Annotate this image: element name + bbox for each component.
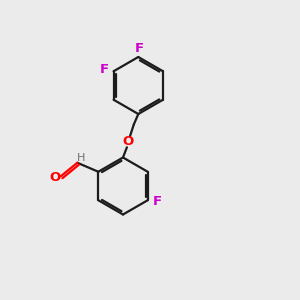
Text: F: F — [100, 63, 109, 76]
Text: F: F — [153, 195, 162, 208]
Text: O: O — [123, 135, 134, 148]
Text: O: O — [50, 171, 61, 184]
Text: H: H — [77, 153, 85, 163]
Text: F: F — [135, 42, 144, 55]
